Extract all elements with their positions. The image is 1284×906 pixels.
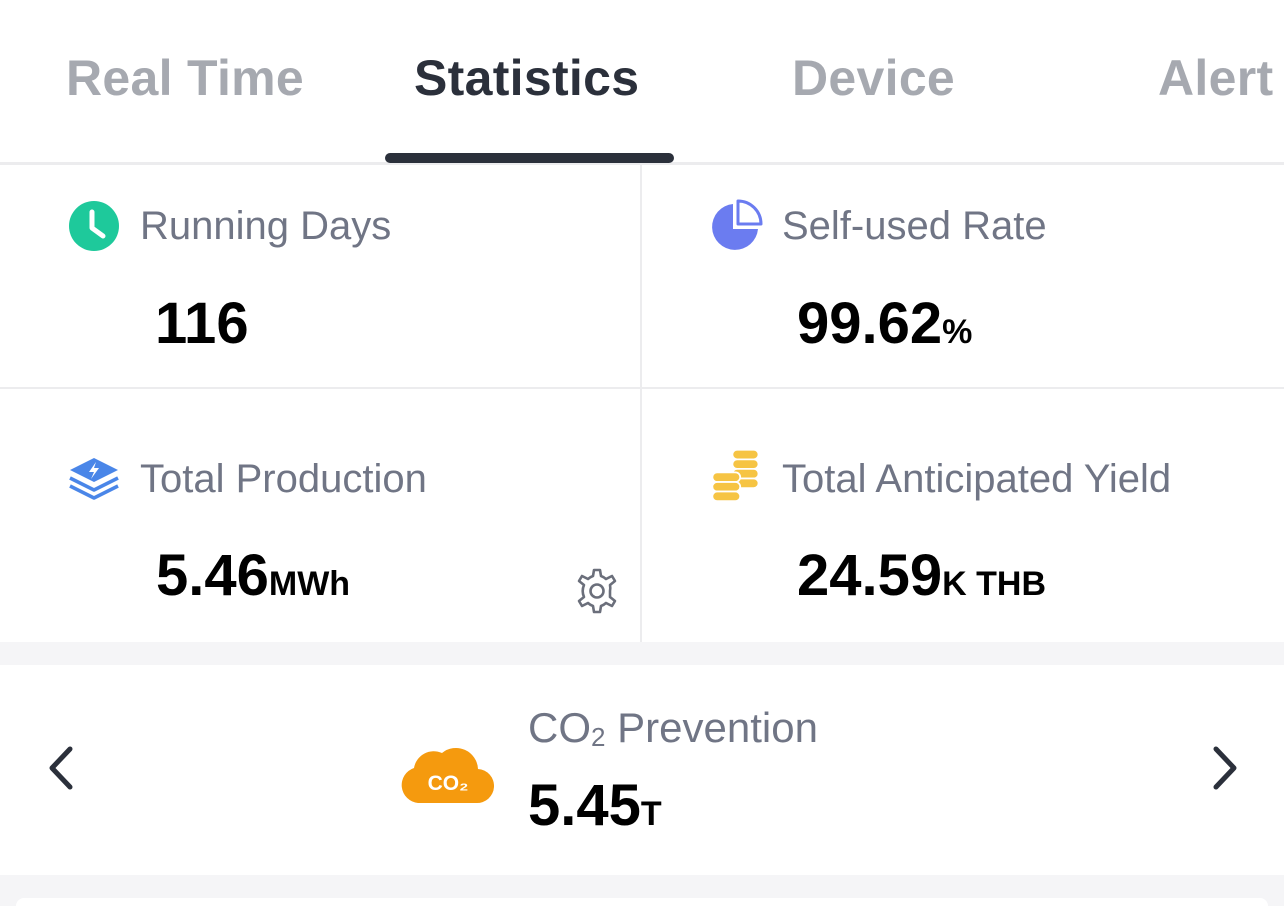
co2-icon-text: CO₂ [428, 772, 469, 795]
total-production-unit: MWh [268, 565, 351, 603]
co2-label-sub: 2 [591, 722, 606, 752]
total-anticipated-yield-unit: K THB [942, 565, 1047, 603]
section-gap [0, 642, 1284, 665]
co2-prevention-card: CO₂ CO2 Prevention 5.45T [0, 665, 1284, 875]
tab-real-time[interactable]: Real Time [66, 50, 305, 106]
running-days-number: 116 [155, 291, 249, 356]
chevron-right-icon[interactable] [1204, 743, 1244, 793]
co2-number: 5.45 [528, 773, 641, 838]
divider [640, 165, 642, 642]
total-anticipated-yield-value: 24.59K THB [797, 543, 1046, 617]
running-days-value: 116 [155, 291, 249, 357]
tab-bar: Real Time Statistics Device Alert [0, 0, 1284, 165]
stats-grid: Running Days 116 Self-used Rate 99.62% T… [0, 165, 1284, 642]
running-days-label: Running Days [140, 204, 392, 248]
pie-chart-icon [712, 199, 763, 250]
co2-prevention-value: 5.45T [528, 773, 662, 847]
next-card-peek [16, 898, 1268, 906]
self-used-rate-label: Self-used Rate [782, 204, 1047, 248]
co2-label-prefix: CO [528, 704, 591, 751]
total-production-value: 5.46MWh [156, 543, 350, 617]
layers-bolt-icon [69, 458, 119, 500]
total-anticipated-yield-label: Total Anticipated Yield [782, 457, 1172, 501]
co2-cloud-icon: CO₂ [401, 747, 494, 804]
chevron-left-icon[interactable] [42, 743, 82, 793]
self-used-rate-value: 99.62% [797, 291, 972, 365]
tab-alert[interactable]: Alert [1158, 50, 1274, 106]
total-production-label: Total Production [140, 457, 427, 501]
self-used-rate-unit: % [942, 313, 973, 351]
tab-device[interactable]: Device [792, 50, 956, 106]
tab-statistics[interactable]: Statistics [414, 50, 640, 106]
total-anticipated-yield-number: 24.59 [797, 543, 943, 608]
co2-unit: T [640, 795, 662, 833]
divider [0, 387, 1284, 389]
clock-icon [69, 201, 119, 251]
coins-icon [711, 448, 760, 502]
co2-prevention-label: CO2 Prevention [528, 703, 818, 762]
co2-label-suffix: Prevention [605, 704, 818, 751]
gear-icon[interactable] [573, 567, 621, 615]
self-used-rate-number: 99.62 [797, 291, 943, 356]
active-tab-indicator [385, 153, 674, 163]
total-production-number: 5.46 [156, 543, 269, 608]
